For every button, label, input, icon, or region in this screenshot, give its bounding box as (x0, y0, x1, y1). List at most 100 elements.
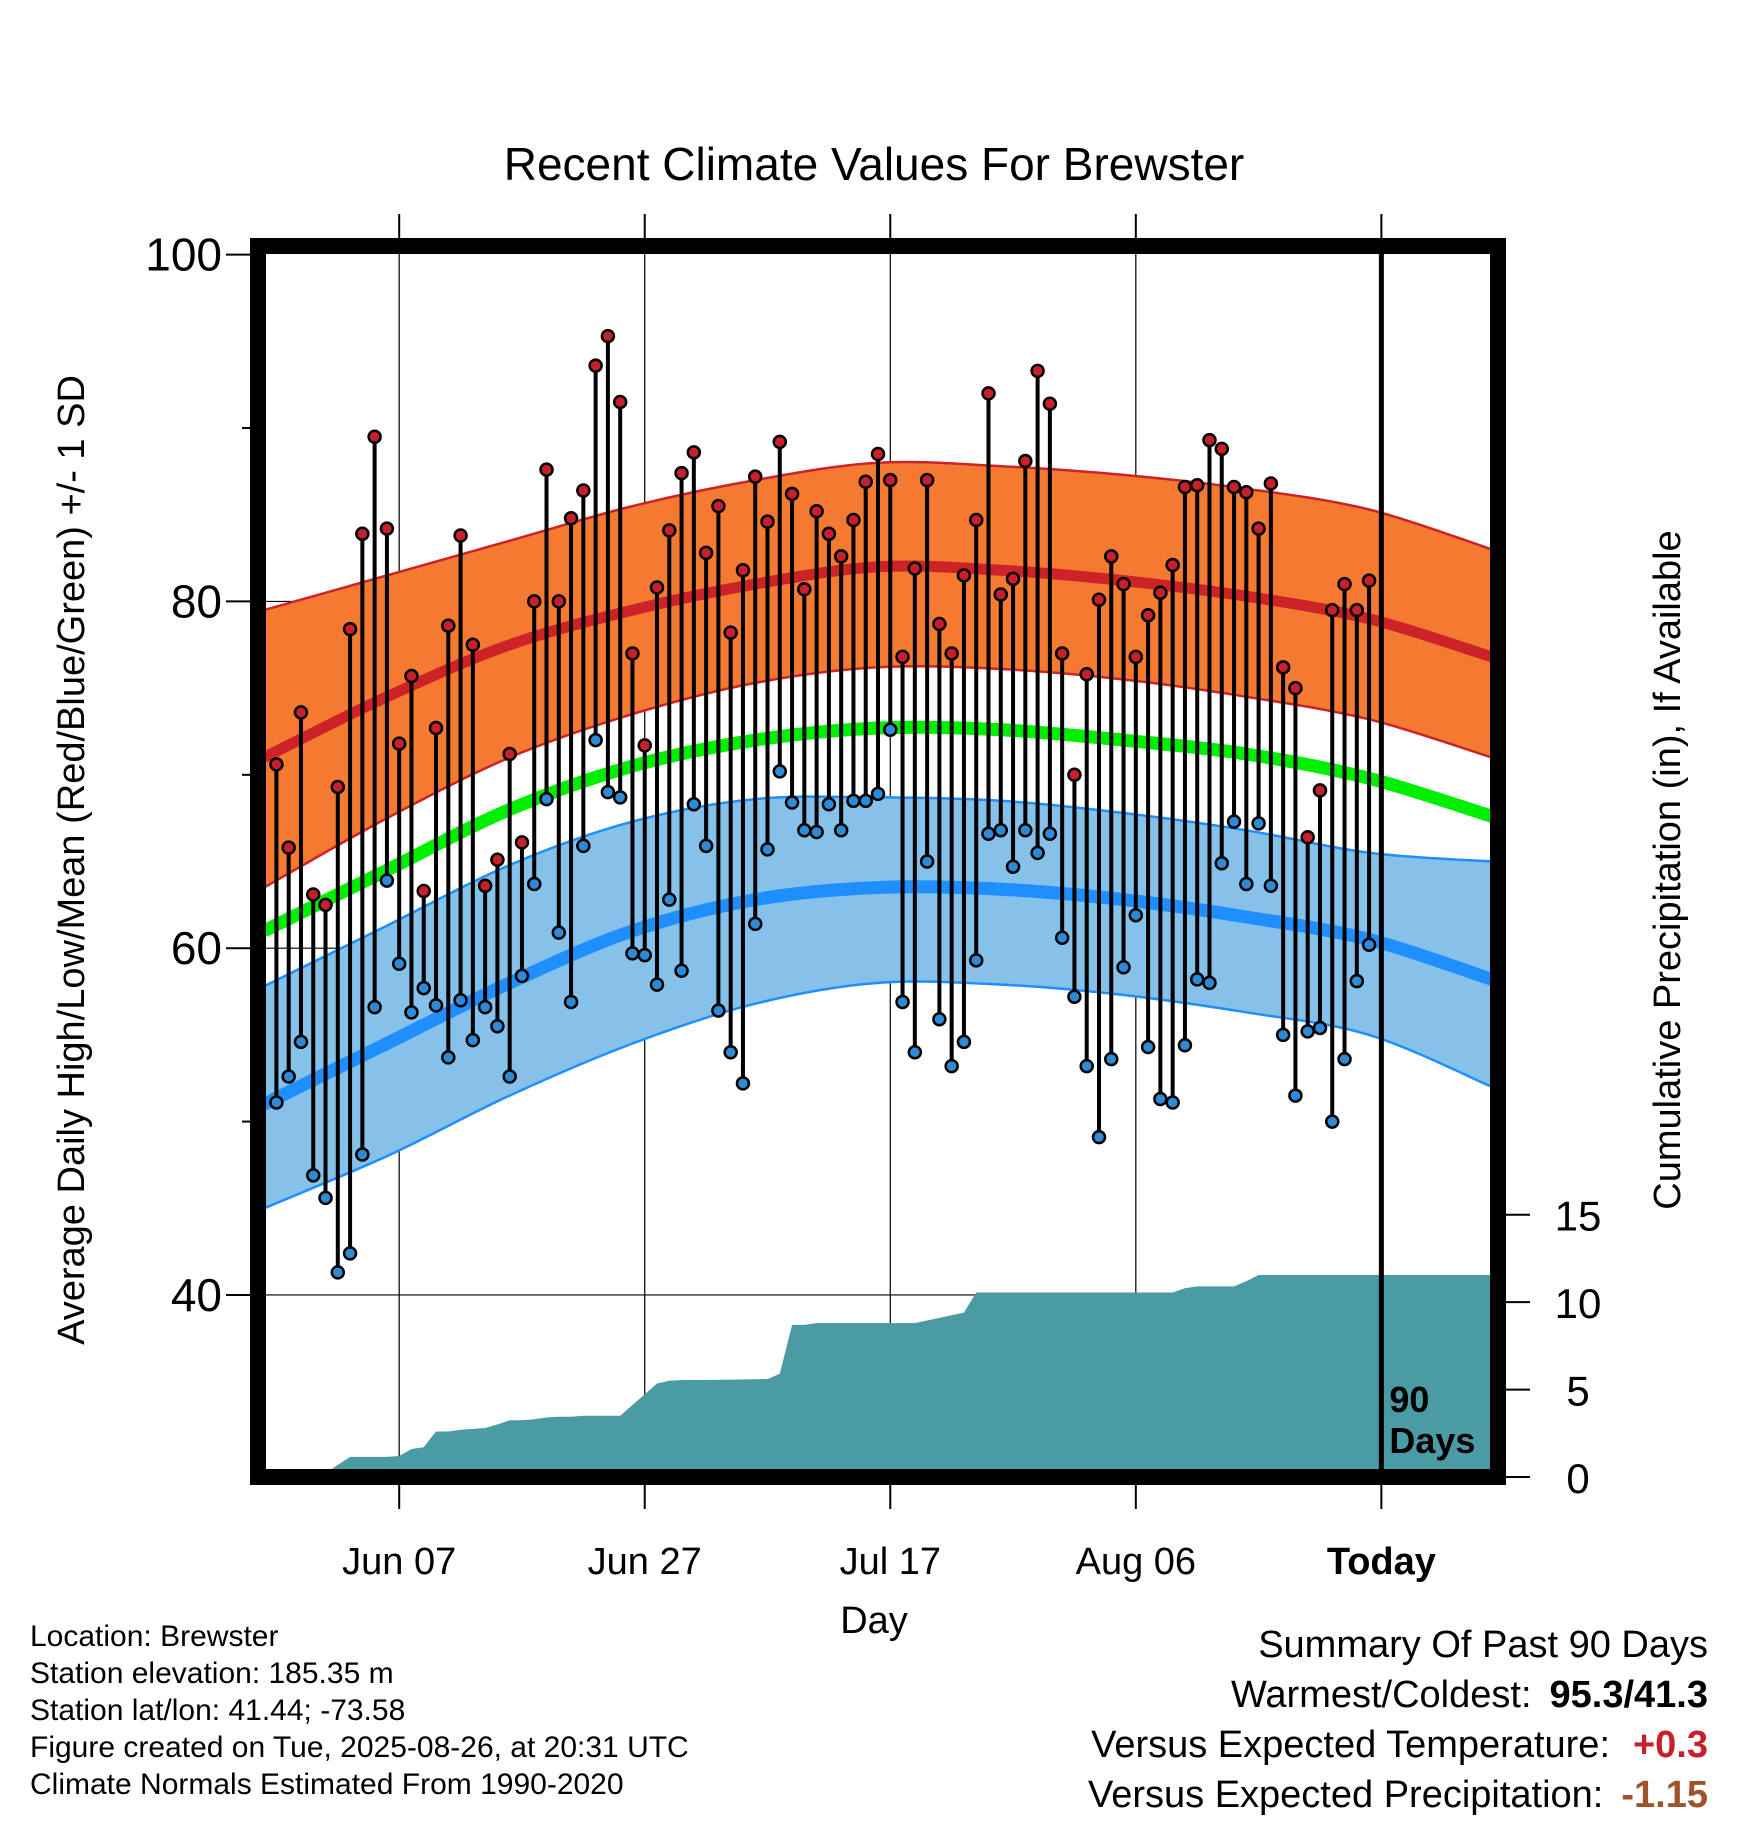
daily-high-point (514, 835, 530, 850)
daily-low-point (526, 876, 542, 892)
daily-high-point (1091, 592, 1107, 607)
daily-high-point (760, 514, 775, 529)
daily-low-point (956, 1034, 972, 1050)
daily-high-point (956, 568, 972, 583)
daily-high-point (674, 465, 689, 481)
daily-low-point (698, 838, 714, 854)
daily-low-point (944, 1058, 959, 1074)
daily-high-point (698, 545, 714, 561)
daily-low-point (1275, 1027, 1291, 1043)
y2-tick-label: 5 (1566, 1368, 1589, 1415)
daily-high-point (993, 587, 1009, 602)
daily-high-point (1288, 680, 1303, 696)
daily-low-point (1214, 855, 1230, 871)
daily-high-point (711, 498, 726, 514)
y-tick-label: 80 (171, 575, 222, 627)
x-axis-label: Day (840, 1600, 908, 1642)
daily-low-point (502, 1069, 517, 1084)
daily-high-point (1005, 571, 1021, 587)
daily-low-point (367, 999, 382, 1015)
daily-low-point (1165, 1095, 1180, 1110)
daily-low-point (1079, 1058, 1094, 1074)
daily-high-point (305, 887, 321, 902)
daily-low-point (379, 873, 395, 888)
warmest-coldest-row: Warmest/Coldest: 95.3/41.3 (1088, 1670, 1708, 1720)
daily-low-point (416, 980, 431, 996)
daily-low-point (490, 1018, 505, 1034)
daily-low-point (1325, 1114, 1340, 1129)
daily-high-point (281, 840, 296, 855)
daily-high-point (1263, 476, 1279, 491)
daily-high-point (637, 738, 652, 753)
daily-low-point (1067, 989, 1082, 1004)
y-axis-label: Average Daily High/Low/Mean (Red/Blue/Gr… (51, 375, 93, 1345)
daily-low-point (428, 998, 444, 1013)
x-tick-label: Aug 06 (1076, 1541, 1196, 1583)
daily-high-point (1042, 396, 1058, 412)
daily-high-point (919, 472, 935, 488)
daily-low-point (760, 842, 775, 857)
daily-high-point (846, 512, 861, 528)
daily-high-point (551, 594, 567, 609)
precip-anomaly-row: Versus Expected Precipitation: -1.15 (1088, 1770, 1708, 1820)
daily-high-point (772, 434, 788, 450)
daily-low-point (293, 1034, 309, 1050)
daily-low-point (883, 722, 898, 737)
daily-high-point (1202, 432, 1217, 448)
daily-high-point (526, 594, 542, 609)
precip-anomaly-label: Versus Expected Precipitation: (1087, 1774, 1604, 1816)
temp-anomaly-row: Versus Expected Temperature: +0.3 (1088, 1720, 1708, 1770)
daily-high-point (1226, 479, 1242, 495)
station-info: Location: Brewster Station elevation: 18… (30, 1618, 689, 1803)
x-tick-label: Jun 07 (342, 1541, 456, 1583)
daily-low-point (772, 764, 788, 779)
daily-high-point (821, 526, 837, 542)
summary-panel: Summary Of Past 90 Days Warmest/Coldest:… (1088, 1620, 1708, 1820)
daily-high-point (1067, 767, 1082, 783)
daily-low-point (907, 1044, 923, 1060)
daily-low-point (968, 953, 984, 968)
x-tick-label: Jul 17 (840, 1541, 941, 1583)
warmest-coldest-value: 95.3/41.3 (1549, 1674, 1708, 1716)
daily-low-point (649, 977, 665, 992)
daily-high-point (1018, 453, 1033, 469)
daily-high-point (1128, 649, 1144, 665)
temp-anomaly-label: Versus Expected Temperature: (1091, 1724, 1610, 1766)
today-label-line2: Days (1389, 1420, 1475, 1461)
daily-low-point (735, 1076, 751, 1091)
daily-low-point (1042, 826, 1058, 842)
daily-low-point (281, 1069, 296, 1084)
x-tick-label: Today (1327, 1541, 1436, 1583)
daily-high-point (465, 637, 481, 653)
daily-high-point (563, 510, 579, 526)
daily-high-point (1300, 829, 1315, 845)
daily-low-point (895, 994, 910, 1010)
daily-high-point (797, 582, 812, 597)
daily-high-point (1104, 549, 1119, 564)
daily-high-point (649, 580, 665, 595)
location-text: Location: Brewster (30, 1620, 279, 1653)
daily-high-point (490, 852, 505, 868)
daily-low-point (1054, 930, 1070, 946)
daily-high-point (1239, 484, 1254, 500)
daily-high-point (625, 646, 640, 661)
daily-low-point (1312, 1020, 1328, 1036)
y2-axis-label: Cumulative Precipitation (in), If Availa… (1647, 530, 1689, 1209)
daily-low-point (612, 790, 628, 805)
daily-high-point (600, 328, 616, 344)
daily-high-point (293, 705, 309, 720)
daily-high-point (1275, 660, 1291, 675)
latlon-text: Station lat/lon: 41.44; -73.58 (30, 1694, 406, 1727)
daily-low-point (1153, 1091, 1168, 1107)
daily-low-point (1104, 1051, 1119, 1067)
daily-low-point (747, 916, 763, 932)
x-tick-label: Jun 27 (588, 1541, 702, 1583)
daily-low-point (1189, 972, 1205, 987)
daily-low-point (1116, 960, 1131, 975)
daily-high-point (318, 897, 333, 913)
chart-title: Recent Climate Values For Brewster (504, 138, 1245, 190)
daily-low-point (1288, 1088, 1303, 1103)
daily-high-point (870, 446, 886, 462)
daily-low-point (784, 795, 800, 810)
